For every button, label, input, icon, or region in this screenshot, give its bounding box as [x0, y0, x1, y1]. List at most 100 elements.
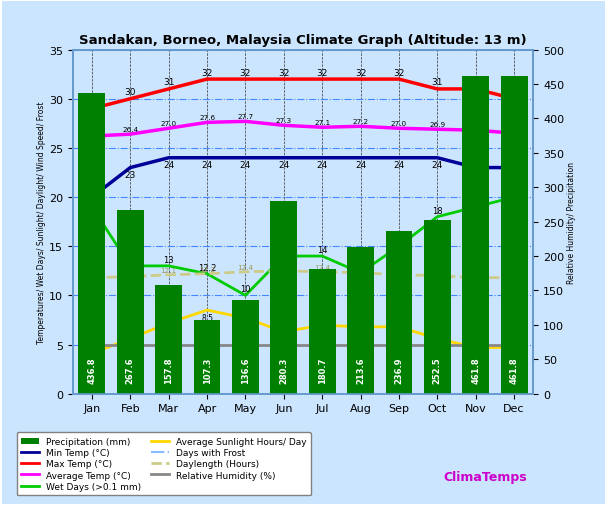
Text: 213.6: 213.6: [356, 357, 365, 384]
Text: 69: 69: [356, 334, 365, 343]
Text: 26.4: 26.4: [122, 126, 138, 132]
Text: 12.1: 12.1: [161, 267, 177, 273]
Text: 7.2: 7.2: [162, 326, 175, 335]
Text: 23: 23: [470, 171, 481, 180]
Text: 12.2: 12.2: [198, 263, 216, 272]
Text: 27.3: 27.3: [276, 118, 292, 124]
Text: 107.3: 107.3: [202, 357, 211, 384]
Text: 31: 31: [431, 78, 443, 87]
Text: 14: 14: [317, 245, 327, 255]
Text: 32: 32: [316, 69, 328, 77]
Text: 11.8: 11.8: [84, 270, 100, 276]
Text: 23: 23: [508, 171, 520, 180]
Bar: [385, 231, 412, 394]
Text: 75: 75: [125, 334, 135, 343]
Bar: [501, 77, 527, 394]
Text: 24: 24: [278, 161, 290, 170]
Text: 24: 24: [393, 161, 405, 170]
Text: 6.3: 6.3: [278, 335, 290, 344]
Text: 4.1: 4.1: [86, 357, 98, 366]
Text: 29: 29: [86, 98, 98, 107]
Text: 24: 24: [355, 161, 366, 170]
Text: 0: 0: [511, 384, 516, 393]
Text: 10: 10: [240, 285, 251, 294]
Text: 0: 0: [435, 384, 440, 393]
Text: 23: 23: [125, 171, 136, 180]
Text: 6.8: 6.8: [355, 330, 367, 339]
Text: 26.2: 26.2: [84, 128, 100, 134]
Text: 0: 0: [281, 384, 286, 393]
Text: 19: 19: [87, 196, 97, 206]
Text: 76: 76: [509, 334, 519, 343]
Text: 12.0: 12.0: [429, 268, 445, 274]
Text: 27.2: 27.2: [353, 119, 368, 125]
Text: 32: 32: [278, 69, 290, 77]
Text: 18: 18: [432, 207, 442, 215]
Text: 6.8: 6.8: [393, 330, 405, 339]
Text: 69: 69: [279, 334, 288, 343]
Text: 67: 67: [394, 334, 404, 343]
Text: 280.3: 280.3: [279, 357, 288, 384]
Text: 24: 24: [163, 161, 175, 170]
Text: 13: 13: [125, 256, 136, 265]
Text: 0: 0: [205, 384, 210, 393]
Text: 24: 24: [316, 161, 328, 170]
Text: 267.6: 267.6: [126, 357, 135, 384]
Text: 180.7: 180.7: [318, 357, 327, 384]
Text: 30: 30: [125, 88, 136, 97]
Bar: [424, 221, 451, 394]
Text: 4.7: 4.7: [470, 351, 482, 360]
Text: 12.5: 12.5: [276, 263, 292, 269]
Bar: [308, 270, 336, 394]
Text: 26.9: 26.9: [429, 122, 445, 128]
Text: 6.97: 6.97: [314, 328, 331, 337]
Text: 12.2: 12.2: [199, 266, 215, 272]
Text: 0: 0: [320, 384, 325, 393]
Text: 5.6: 5.6: [124, 342, 136, 351]
Text: 0: 0: [396, 384, 401, 393]
Text: 0: 0: [358, 384, 363, 393]
Text: 0: 0: [128, 384, 133, 393]
Text: 0: 0: [90, 384, 95, 393]
Text: 436.8: 436.8: [87, 357, 96, 384]
Bar: [232, 300, 259, 394]
Text: 26.8: 26.8: [468, 123, 484, 128]
Text: 0: 0: [166, 384, 171, 393]
Text: 27.1: 27.1: [314, 120, 330, 126]
Text: 19: 19: [470, 196, 481, 206]
Text: 32: 32: [355, 69, 366, 77]
Text: 24: 24: [240, 161, 251, 170]
Text: 14: 14: [279, 245, 289, 255]
Text: 24: 24: [201, 161, 213, 170]
Text: ClimaTemps: ClimaTemps: [444, 470, 527, 483]
Text: 12.1: 12.1: [391, 267, 407, 273]
Bar: [347, 247, 374, 394]
Text: 461.8: 461.8: [510, 357, 519, 384]
Text: 27.0: 27.0: [161, 121, 177, 127]
Text: 11.9: 11.9: [122, 269, 138, 275]
Text: 31: 31: [470, 78, 481, 87]
Text: 13: 13: [164, 256, 174, 265]
Text: 236.9: 236.9: [395, 357, 404, 384]
Text: 24: 24: [431, 161, 443, 170]
Text: 27.0: 27.0: [391, 121, 407, 127]
Bar: [462, 77, 489, 394]
Text: 32: 32: [240, 69, 251, 77]
Title: Sandakan, Borneo, Malaysia Climate Graph (Altitude: 13 m): Sandakan, Borneo, Malaysia Climate Graph…: [79, 34, 527, 46]
Text: 12.4: 12.4: [314, 264, 330, 270]
Bar: [79, 94, 105, 394]
Text: 252.5: 252.5: [433, 357, 442, 384]
Bar: [117, 210, 144, 394]
Text: 12.4: 12.4: [238, 264, 253, 270]
Legend: Precipitation (mm), Min Temp (°C), Max Temp (°C), Average Temp (°C), Wet Days (>: Precipitation (mm), Min Temp (°C), Max T…: [16, 432, 311, 495]
Text: 77: 77: [87, 334, 97, 343]
Y-axis label: Relative Humidity/ Precipitation: Relative Humidity/ Precipitation: [567, 161, 576, 283]
Bar: [193, 320, 221, 394]
Text: 461.8: 461.8: [471, 357, 480, 384]
Text: 11.8: 11.8: [468, 270, 484, 276]
Text: 0: 0: [473, 384, 478, 393]
Text: 5.6: 5.6: [431, 342, 444, 351]
Text: 76: 76: [471, 334, 481, 343]
Text: 15: 15: [394, 236, 404, 245]
Text: 30: 30: [508, 88, 520, 97]
